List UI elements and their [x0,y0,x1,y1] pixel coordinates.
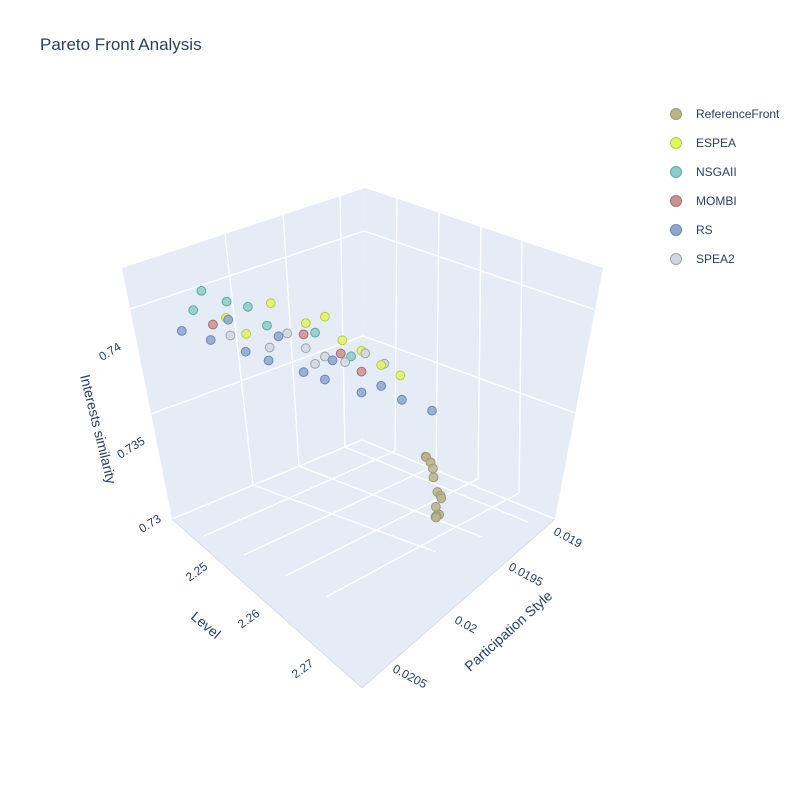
point-rs [205,335,216,345]
legend-marker [670,224,682,236]
x-tick-label: 0.019 [551,524,584,551]
point-spea2 [282,328,293,339]
y-tick-label: 2.25 [183,559,210,584]
point-mombi [356,366,367,377]
legend: ReferenceFront ESPEA NSGAII MOMBI RS SPEA2 [670,107,781,266]
point-espea [320,311,330,322]
point-nsgaii [221,296,232,307]
point-mombi [208,319,218,330]
legend-marker [670,253,682,265]
legend-marker [670,195,682,207]
point-referencefront [428,463,438,474]
z-tick-label: 0.735 [114,434,147,462]
x-tick-label: 0.0205 [390,662,429,692]
point-spea2 [340,357,351,368]
legend-item-espea[interactable]: ESPEA [670,136,737,150]
z-tick-label: 0.74 [96,339,124,363]
point-nsgaii [346,351,357,362]
point-rs [427,405,437,416]
y-axis-title: Level [188,608,224,642]
grid-lines [129,194,594,598]
xz-wall [362,188,603,519]
point-rs [327,355,338,366]
point-nsgaii [243,301,253,312]
point-rs [263,355,274,366]
point-spea2 [225,330,236,341]
x-tick-label: 0.02 [452,613,479,636]
point-espea [300,318,311,329]
data-points [176,285,447,523]
y-tick-label: 2.26 [235,606,262,631]
point-rs [320,374,330,385]
point-rs [397,394,407,405]
point-referencefront [428,472,439,483]
point-rs [356,387,367,398]
z-tick-label: 0.73 [136,511,164,535]
point-espea [376,360,387,370]
point-rs [273,331,284,342]
point-espea [395,370,406,381]
legend-item-mombi[interactable]: MOMBI [670,194,737,208]
point-spea2 [320,351,330,362]
legend-item-referencefront[interactable]: ReferenceFront [670,107,781,121]
floor [172,440,555,688]
point-espea [241,329,252,339]
legend-item-rs[interactable]: RS [670,223,713,237]
legend-label: RS [696,223,713,237]
point-rs [298,367,309,378]
point-rs [240,346,251,357]
legend-label: MOMBI [696,194,737,208]
point-espea [265,298,276,309]
legend-label: ReferenceFront [696,107,780,121]
point-referencefront [431,512,442,523]
point-mombi [298,329,309,340]
legend-label: ESPEA [696,136,736,150]
x-tick-label: 0.0195 [506,560,545,590]
z-axis-title: Interests similarity [77,373,120,486]
legend-item-spea2[interactable]: SPEA2 [670,252,736,266]
point-nsgaii [262,320,272,331]
point-spea2 [360,348,371,359]
legend-marker [670,137,682,149]
point-espea [337,335,348,346]
legend-label: SPEA2 [696,252,735,266]
point-rs [376,381,387,391]
chart-title: Pareto Front Analysis [40,35,202,54]
y-tick-label: 2.27 [289,656,316,681]
legend-item-nsgaii[interactable]: NSGAII [670,165,737,179]
point-rs [223,314,234,325]
legend-marker [670,108,682,120]
box-edges [171,518,556,689]
point-spea2 [310,359,321,369]
point-spea2 [264,342,275,353]
point-rs [176,326,187,336]
point-nsgaii [188,305,199,316]
point-referencefront [436,493,447,504]
point-spea2 [300,343,311,354]
point-mombi [335,348,346,359]
legend-marker [670,166,682,178]
point-nsgaii [196,285,207,296]
legend-label: NSGAII [696,165,737,179]
point-nsgaii [310,327,321,338]
